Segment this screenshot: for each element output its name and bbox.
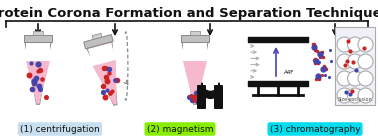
FancyBboxPatch shape xyxy=(197,85,206,109)
Polygon shape xyxy=(33,31,43,35)
Polygon shape xyxy=(26,61,50,103)
Circle shape xyxy=(358,54,373,69)
Polygon shape xyxy=(182,42,208,104)
Polygon shape xyxy=(183,43,207,61)
Circle shape xyxy=(347,71,363,86)
Polygon shape xyxy=(92,33,102,39)
Text: (1) centrifugation: (1) centrifugation xyxy=(20,125,100,133)
Polygon shape xyxy=(181,35,209,42)
Polygon shape xyxy=(25,42,51,104)
Circle shape xyxy=(347,37,363,52)
Circle shape xyxy=(358,37,373,52)
Circle shape xyxy=(337,88,352,103)
Circle shape xyxy=(337,37,352,52)
Text: Protein Corona Formation and Separation Techniques: Protein Corona Formation and Separation … xyxy=(0,7,378,20)
FancyBboxPatch shape xyxy=(214,85,223,109)
Circle shape xyxy=(347,54,363,69)
Polygon shape xyxy=(88,43,116,66)
Polygon shape xyxy=(84,35,113,49)
Polygon shape xyxy=(24,35,52,42)
Polygon shape xyxy=(183,61,207,103)
FancyBboxPatch shape xyxy=(335,27,375,105)
Polygon shape xyxy=(87,42,117,105)
Circle shape xyxy=(337,54,352,69)
Text: A4F: A4F xyxy=(284,70,294,75)
Text: (3) chromatography: (3) chromatography xyxy=(270,125,360,133)
Text: Size-exclusion: Size-exclusion xyxy=(338,97,372,102)
Polygon shape xyxy=(26,43,50,61)
Circle shape xyxy=(347,88,363,103)
Circle shape xyxy=(337,71,352,86)
Circle shape xyxy=(358,88,373,103)
Circle shape xyxy=(358,71,373,86)
Polygon shape xyxy=(93,60,117,104)
Polygon shape xyxy=(191,31,200,35)
Text: (2) magnetism: (2) magnetism xyxy=(147,125,213,133)
